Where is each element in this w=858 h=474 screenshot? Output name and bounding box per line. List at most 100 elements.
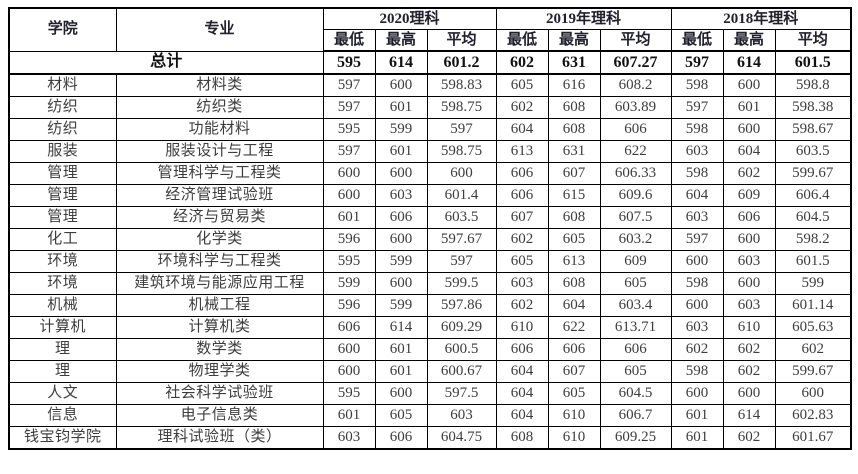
score-cell: 605: [495, 250, 549, 273]
score-cell: 601.4: [426, 184, 497, 207]
header-stat-0-1: 最高: [374, 29, 428, 52]
score-cell: 606: [495, 338, 549, 361]
score-cell: 603: [374, 184, 428, 207]
score-cell: 597: [670, 96, 724, 119]
major-cell: 物理学类: [115, 360, 324, 383]
score-cell: 599: [374, 118, 428, 141]
score-cell: 613: [495, 140, 549, 163]
score-cell: 595: [322, 250, 376, 273]
score-cell: 600.67: [426, 360, 497, 383]
header-stat-2-1: 最高: [722, 29, 776, 52]
score-cell: 601.14: [774, 294, 852, 317]
score-cell: 606.33: [599, 162, 672, 185]
score-cell: 609: [722, 184, 776, 207]
score-cell: 613.71: [599, 316, 672, 339]
score-cell: 602: [495, 228, 549, 251]
major-cell: 机械工程: [115, 294, 324, 317]
score-cell: 598.75: [426, 140, 497, 163]
score-cell: 598.75: [426, 96, 497, 119]
score-cell: 600: [322, 184, 376, 207]
score-cell: 599.5: [426, 272, 497, 295]
score-cell: 597: [322, 73, 376, 97]
score-cell: 616: [547, 73, 601, 97]
score-cell: 606: [495, 184, 549, 207]
score-cell: 622: [599, 140, 672, 163]
score-cell: 614: [374, 316, 428, 339]
major-cell: 服装设计与工程: [115, 140, 324, 163]
score-cell: 598: [670, 162, 724, 185]
score-cell: 601: [322, 206, 376, 229]
score-cell: 615: [547, 184, 601, 207]
major-cell: 化学类: [115, 228, 324, 251]
score-cell: 608: [547, 118, 601, 141]
college-cell: 信息: [8, 404, 117, 427]
score-cell: 604: [495, 404, 549, 427]
score-cell: 622: [547, 316, 601, 339]
score-cell: 607: [547, 360, 601, 383]
major-cell: 经济管理试验班: [115, 184, 324, 207]
score-cell: 604: [547, 294, 601, 317]
score-cell: 601: [722, 96, 776, 119]
score-cell: 603.5: [426, 206, 497, 229]
score-cell: 597: [426, 118, 497, 141]
score-cell: 600: [374, 162, 428, 185]
score-cell: 607.27: [599, 50, 672, 75]
college-cell: 管理: [8, 162, 117, 185]
score-cell: 603.2: [599, 228, 672, 251]
score-cell: 597: [426, 250, 497, 273]
table-body: 总计 595 614 601.2 602 631 607.27 597 614 601.5 材料 材料…: [8, 50, 852, 450]
score-cell: 602: [722, 338, 776, 361]
score-cell: 600: [374, 228, 428, 251]
score-cell: 606: [495, 162, 549, 185]
score-cell: 605: [495, 73, 549, 97]
score-cell: 600: [670, 294, 724, 317]
score-cell: 600: [774, 382, 852, 405]
score-cell: 610: [722, 316, 776, 339]
score-cell: 605: [547, 382, 601, 405]
score-cell: 607: [495, 206, 549, 229]
score-cell: 596: [322, 294, 376, 317]
score-cell: 601: [374, 140, 428, 163]
header-year-group-0: 2020理科: [322, 7, 497, 30]
score-cell: 610: [495, 316, 549, 339]
header-college: 学院: [8, 7, 117, 52]
score-cell: 600: [722, 382, 776, 405]
table-row: 材料 材料类 597 600 598.83 605 616 608.2 598 600 598.8: [8, 73, 852, 97]
score-cell: 614: [722, 404, 776, 427]
score-cell: 602: [495, 294, 549, 317]
score-cell: 598.67: [774, 118, 852, 141]
admission-score-table: 学院 专业 2020理科 2019年理科 2018年理科 最低 最高 平均 最低 最高 平均 最低 最高…: [8, 7, 853, 450]
header-stat-0-2: 平均: [426, 29, 497, 52]
table-row: 纺织 纺织类 597 601 598.75 602 608 603.89 597 601 598.3…: [8, 96, 852, 119]
total-row: 总计 595 614 601.2 602 631 607.27 597 614 601.5: [8, 50, 852, 75]
table-row: 钱宝钧学院 理科试验班（类） 603 606 604.75 608 610 609.25 601…: [8, 426, 852, 450]
major-cell: 管理科学与工程类: [115, 162, 324, 185]
score-cell: 598: [670, 73, 724, 97]
header-stat-2-0: 最低: [670, 29, 724, 52]
score-cell: 607.5: [599, 206, 672, 229]
score-cell: 603: [322, 426, 376, 450]
score-cell: 609.25: [599, 426, 672, 450]
score-cell: 609.6: [599, 184, 672, 207]
score-cell: 601: [670, 426, 724, 450]
score-cell: 600.5: [426, 338, 497, 361]
score-cell: 603: [722, 250, 776, 273]
score-cell: 609.29: [426, 316, 497, 339]
college-cell: 材料: [8, 73, 117, 97]
table-row: 计算机 计算机类 606 614 609.29 610 622 613.71 603 610 605…: [8, 316, 852, 339]
score-cell: 608: [495, 426, 549, 450]
table-row: 理物理学类 600 601 600.67 604 607 605 598 602 599.67: [8, 360, 852, 383]
table-row: 机械 机械工程 596 599 597.86 602 604 603.4 600 603 601.1…: [8, 294, 852, 317]
score-cell: 596: [322, 228, 376, 251]
table-row: 管理 经济与贸易类 601 606 603.5 607 608 607.5 603 606 604.…: [8, 206, 852, 229]
score-cell: 601: [374, 360, 428, 383]
score-cell: 598.2: [774, 228, 852, 251]
score-cell: 604: [495, 118, 549, 141]
score-cell: 614: [374, 50, 428, 75]
college-cell: 管理: [8, 206, 117, 229]
score-cell: 608: [547, 272, 601, 295]
college-cell: 钱宝钧学院: [8, 426, 117, 450]
score-cell: 606: [547, 338, 601, 361]
college-cell: 化工: [8, 228, 117, 251]
college-cell: 纺织: [8, 118, 117, 141]
